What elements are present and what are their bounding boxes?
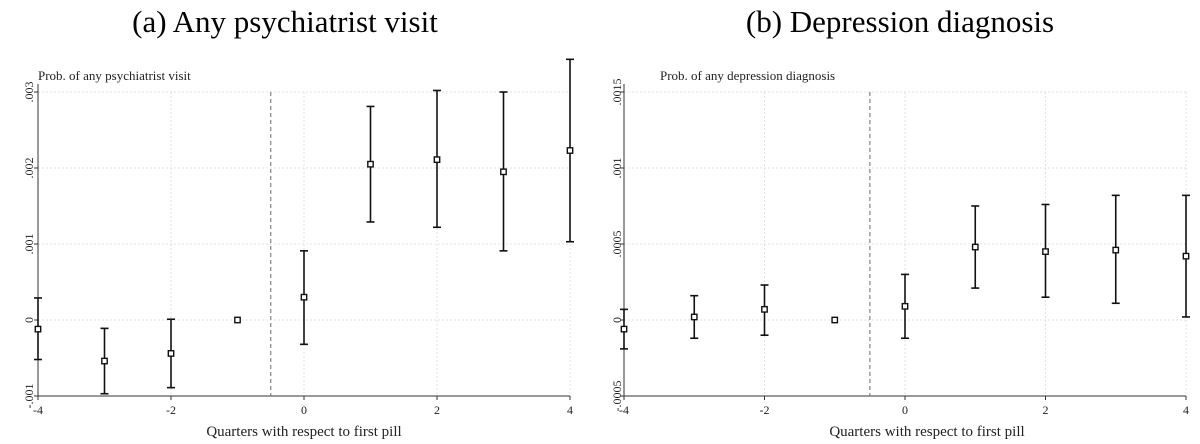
data-point bbox=[761, 305, 768, 313]
y-axis-title: Prob. of any depression diagnosis bbox=[660, 68, 835, 83]
y-tick-label: -.001 bbox=[22, 384, 36, 409]
x-tick-label: -2 bbox=[760, 403, 770, 417]
data-point bbox=[433, 156, 441, 164]
x-tick-label: 4 bbox=[1183, 403, 1189, 417]
data-point bbox=[167, 350, 175, 357]
x-axis-title: Quarters with respect to first pill bbox=[206, 424, 401, 440]
x-tick-label: 4 bbox=[567, 403, 573, 417]
panel-a-title: (a) Any psychiatrist visit bbox=[132, 4, 438, 39]
data-point bbox=[901, 302, 909, 310]
data-point bbox=[34, 325, 42, 333]
y-tick-label: .0005 bbox=[610, 231, 624, 258]
panel-b-plot: .0015 .001 .0005 0 -.0005-4 -2 0 2 4 Prob. of any… bbox=[610, 68, 1190, 440]
data-point bbox=[831, 316, 839, 324]
data-point bbox=[1112, 246, 1120, 254]
y-tick-label: .0015 bbox=[610, 79, 624, 106]
y-tick-label: -.0005 bbox=[610, 381, 624, 412]
data-point bbox=[620, 325, 628, 333]
x-axis-title: Quarters with respect to first pill bbox=[829, 424, 1024, 440]
y-axis-title: Prob. of any psychiatrist visit bbox=[38, 68, 191, 83]
data-point bbox=[101, 357, 108, 365]
panel-a-plot: .003 .002 .001 0 -.001-4 -2 0 2 4 Prob. of any ps… bbox=[22, 58, 574, 440]
data-point bbox=[300, 293, 308, 301]
data-point bbox=[1182, 252, 1190, 260]
data-point bbox=[690, 313, 698, 321]
y-tick-label: .001 bbox=[22, 234, 36, 255]
data-point bbox=[500, 168, 507, 176]
y-tick-label: .003 bbox=[22, 82, 36, 103]
x-tick-label: 0 bbox=[301, 403, 307, 417]
x-tick-label: -4 bbox=[619, 403, 629, 417]
x-tick-label: 2 bbox=[1043, 403, 1049, 417]
data-point bbox=[367, 160, 374, 168]
y-tick-label: .002 bbox=[22, 158, 36, 179]
y-tick-label: .001 bbox=[610, 158, 624, 179]
x-tick-label: 2 bbox=[434, 403, 440, 417]
y-tick-label: 0 bbox=[22, 317, 36, 323]
data-point bbox=[566, 147, 574, 154]
data-point bbox=[1042, 248, 1049, 255]
x-tick-label: -2 bbox=[166, 403, 176, 417]
x-tick-label: -4 bbox=[33, 403, 43, 417]
panel-b-title: (b) Depression diagnosis bbox=[745, 4, 1055, 39]
y-tick-label: 0 bbox=[610, 317, 624, 323]
data-point bbox=[971, 243, 979, 251]
x-tick-label: 0 bbox=[902, 403, 908, 417]
data-point bbox=[234, 316, 241, 324]
